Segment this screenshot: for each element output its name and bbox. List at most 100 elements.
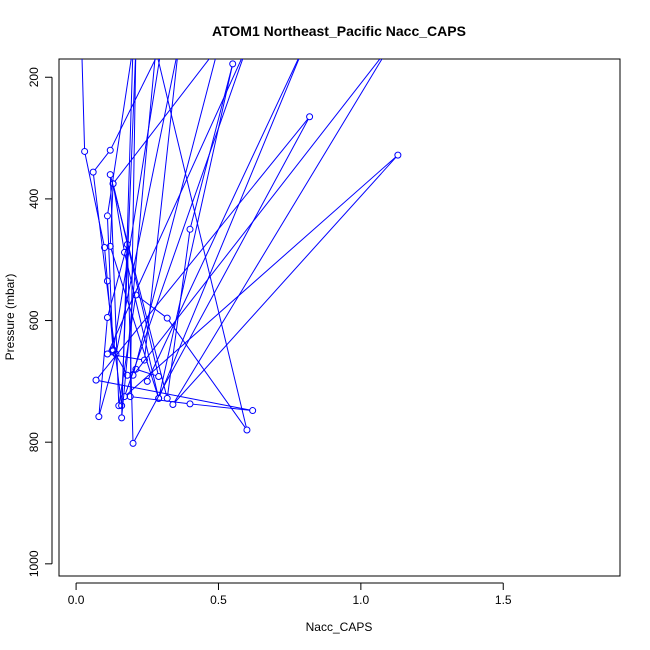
series-segment — [126, 156, 396, 395]
data-point — [126, 393, 134, 401]
data-point — [186, 400, 194, 408]
data-point — [120, 393, 128, 401]
series-segment — [114, 59, 210, 182]
data-point — [106, 242, 114, 250]
series-segment — [138, 296, 166, 317]
data-point — [155, 394, 163, 402]
y-tick-label: 200 — [27, 67, 41, 87]
data-point — [386, 44, 392, 50]
data-point — [132, 365, 140, 373]
plot-frame — [58, 58, 621, 577]
series-segment — [99, 356, 116, 414]
series-segment — [109, 186, 114, 244]
series-segment — [159, 59, 300, 396]
series-segment — [148, 59, 299, 379]
data-point — [106, 171, 114, 179]
data-point — [186, 225, 194, 233]
data-point — [103, 212, 111, 220]
series-segment — [133, 59, 216, 373]
chart-title: ATOM1 Northeast_Pacific Nacc_CAPS — [212, 23, 466, 39]
data-point — [123, 241, 131, 249]
series-segment — [94, 152, 109, 171]
data-point — [118, 402, 126, 410]
series-segment — [84, 154, 105, 245]
series-segment — [107, 247, 128, 315]
series-segment — [110, 249, 159, 396]
series-segment — [110, 177, 167, 396]
data-point — [103, 350, 111, 358]
series-segment — [113, 186, 125, 250]
data-point — [169, 400, 177, 408]
series-segment — [158, 66, 233, 396]
data-point — [130, 44, 136, 50]
data-point — [244, 44, 250, 50]
data-point — [112, 350, 120, 358]
data-point — [106, 146, 114, 154]
y-axis: 200 400 600 800 1000 — [27, 67, 53, 577]
data-point — [306, 113, 314, 121]
data-point — [301, 44, 307, 50]
series-segment — [125, 59, 244, 394]
series-segment — [121, 59, 156, 415]
series-segment — [107, 59, 132, 214]
data-point — [103, 314, 111, 321]
data-point — [132, 291, 140, 299]
data-point — [129, 439, 137, 447]
data-point — [115, 402, 123, 410]
series-segment — [144, 59, 178, 358]
series-segment — [116, 59, 177, 352]
y-tick-label: 1000 — [27, 550, 41, 577]
series-segment — [168, 320, 246, 428]
data-point — [243, 426, 251, 434]
data-point — [92, 376, 100, 384]
data-point — [394, 151, 402, 159]
data-point — [229, 60, 237, 68]
series-segment — [190, 66, 233, 227]
series-segment — [98, 320, 108, 414]
series-segment — [174, 59, 383, 403]
x-axis-label: Nacc_CAPS — [306, 620, 373, 634]
x-tick-label: 1.5 — [495, 593, 512, 607]
series-segment — [93, 175, 122, 403]
series-segment — [192, 403, 250, 411]
data-point — [103, 277, 111, 285]
data-point — [129, 371, 137, 379]
series-segment — [133, 396, 188, 405]
data-point — [249, 407, 257, 415]
series-segment — [174, 156, 397, 403]
y-tick-label: 600 — [27, 310, 41, 330]
data-point — [79, 47, 85, 53]
data-point — [109, 180, 117, 188]
y-axis-label: Pressure (mbar) — [3, 274, 17, 361]
series-segment — [108, 59, 242, 352]
data-point — [215, 44, 221, 50]
x-axis: 0.0 0.5 1.0 1.5 — [68, 582, 512, 607]
series-segment — [126, 247, 134, 441]
series-segment — [97, 118, 309, 379]
data-point — [89, 168, 97, 176]
x-tick-label: 0.5 — [210, 593, 227, 607]
series-segment — [98, 380, 250, 411]
data-point — [163, 394, 171, 402]
data-point — [155, 372, 163, 380]
series-segment — [81, 59, 86, 149]
data-point — [163, 314, 171, 322]
data-point — [81, 147, 89, 155]
series-segment — [111, 59, 157, 148]
x-tick-label: 1.0 — [353, 593, 370, 607]
data-point — [159, 44, 165, 50]
x-tick-label: 0.0 — [68, 593, 85, 607]
series-segment — [134, 119, 309, 442]
series-layer — [79, 44, 402, 447]
series-segment — [104, 250, 108, 279]
data-point — [120, 248, 128, 256]
data-point — [153, 47, 159, 53]
data-point — [118, 414, 126, 422]
series-segment — [113, 59, 161, 349]
data-point — [140, 356, 148, 364]
data-point — [95, 413, 103, 421]
series-segment — [121, 59, 136, 403]
data-point — [133, 44, 139, 50]
data-point — [143, 377, 151, 385]
